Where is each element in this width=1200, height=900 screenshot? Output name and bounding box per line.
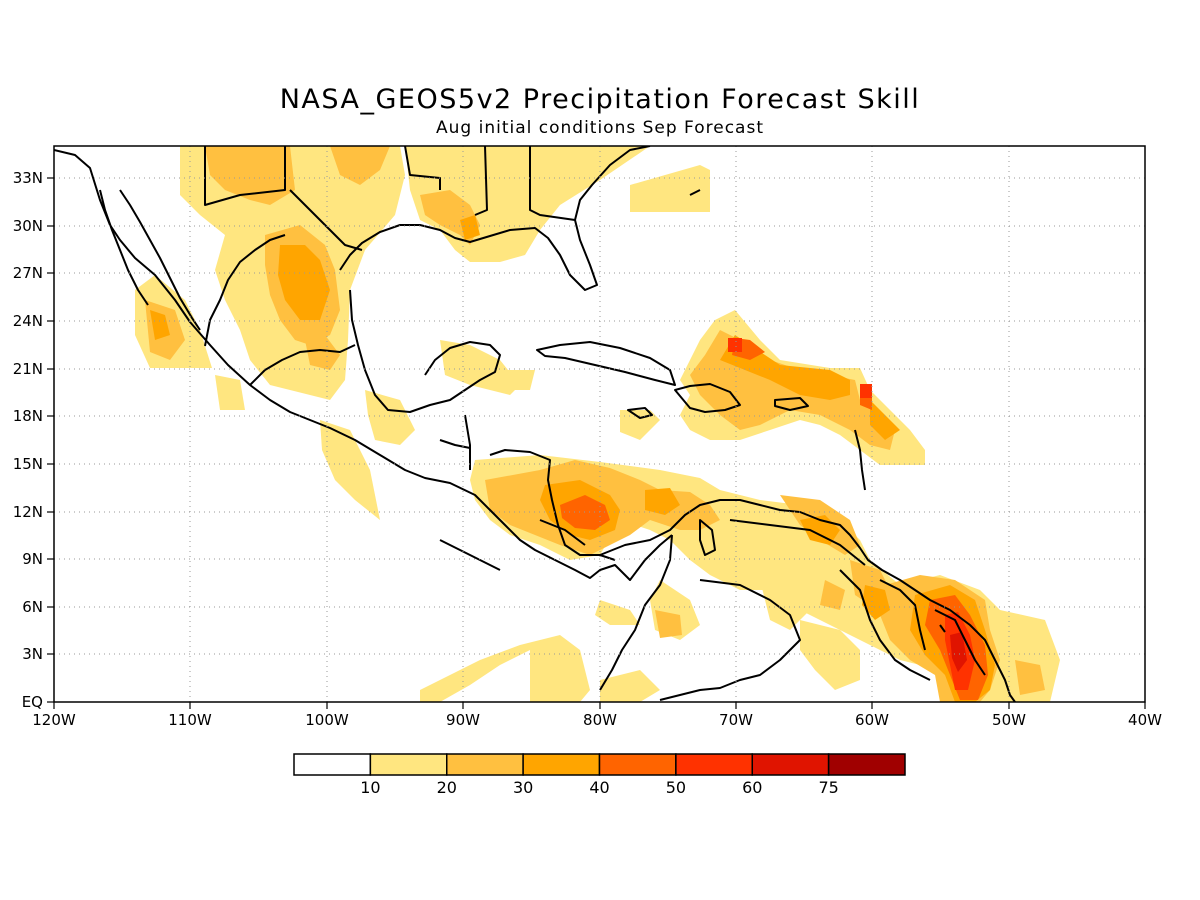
- lat-label: 6N: [22, 598, 43, 616]
- colorbar-swatch: [522, 753, 601, 776]
- coastlines: [54, 146, 1016, 702]
- lat-label: 21N: [13, 360, 43, 378]
- lat-label: 12N: [13, 503, 43, 521]
- colorbar-label: 30: [513, 778, 533, 797]
- lon-label: 90W: [446, 711, 480, 729]
- colorbar-label: 20: [437, 778, 457, 797]
- lon-label: 100W: [305, 711, 349, 729]
- colorbar-swatch: [751, 753, 830, 776]
- colorbar-label: 10: [360, 778, 380, 797]
- lon-label: 110W: [168, 711, 212, 729]
- colorbar-label: 50: [666, 778, 686, 797]
- lon-label: 40W: [1128, 711, 1162, 729]
- colorbar-swatch: [827, 753, 906, 776]
- colorbar-swatch: [446, 753, 524, 776]
- lon-label: 120W: [32, 711, 76, 729]
- colorbar-label: 40: [589, 778, 609, 797]
- map-subtitle: Aug initial conditions Sep Forecast: [436, 118, 764, 138]
- colorbar-swatch: [369, 753, 448, 776]
- lat-label: 33N: [13, 169, 43, 187]
- lon-label: 70W: [719, 711, 753, 729]
- graticule: [54, 146, 1145, 702]
- lat-label: 27N: [13, 264, 43, 282]
- skill-shading: [135, 146, 1060, 702]
- lat-label: 24N: [13, 312, 43, 330]
- lat-label: EQ: [22, 693, 43, 711]
- axis-ticks: [47, 177, 1146, 709]
- lon-label: 80W: [583, 711, 617, 729]
- colorbar-label: 75: [818, 778, 838, 797]
- lat-label: 9N: [22, 550, 43, 568]
- lat-label: 18N: [13, 407, 43, 425]
- colorbar: 10 20 30 40 50 60 75: [293, 753, 906, 797]
- lat-label: 30N: [13, 217, 43, 235]
- colorbar-swatch: [675, 753, 753, 776]
- map-title: NASA_GEOS5v2 Precipitation Forecast Skil…: [279, 84, 921, 115]
- lat-label: 3N: [22, 645, 43, 663]
- lon-label: 50W: [992, 711, 1026, 729]
- lon-label: 60W: [855, 711, 889, 729]
- colorbar-swatch: [598, 753, 677, 776]
- lat-label: 15N: [13, 455, 43, 473]
- colorbar-swatch: [293, 753, 372, 776]
- colorbar-label: 60: [742, 778, 762, 797]
